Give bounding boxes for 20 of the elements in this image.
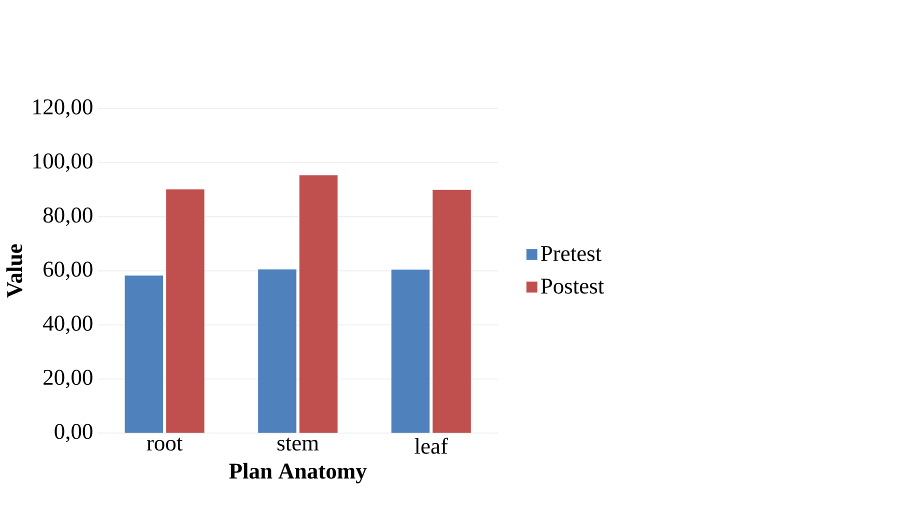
bar (432, 189, 472, 434)
y-axis-title: Value (6, 244, 22, 298)
y-tick-label: 80,00 (43, 207, 92, 226)
y-tick-label: 20,00 (44, 370, 92, 388)
bar (298, 174, 338, 434)
x-tick-label: root (146, 438, 183, 451)
legend-label: Pretest (541, 246, 602, 262)
y-tick-label: 100,00 (33, 153, 92, 172)
bar (166, 188, 205, 434)
bar (258, 268, 297, 434)
x-tick-label: leaf (414, 438, 448, 454)
x-tick-label: stem (278, 438, 319, 451)
y-tick-label: 120,00 (33, 99, 92, 118)
bar (124, 275, 164, 434)
y-tick-label: 60,00 (44, 262, 92, 280)
x-axis-title: Plan Anatomy (229, 462, 367, 484)
y-tick-label: 0,00 (54, 424, 92, 442)
bar (390, 269, 430, 434)
legend-label: Postest (541, 278, 604, 294)
y-tick-label: 40,00 (43, 316, 92, 334)
